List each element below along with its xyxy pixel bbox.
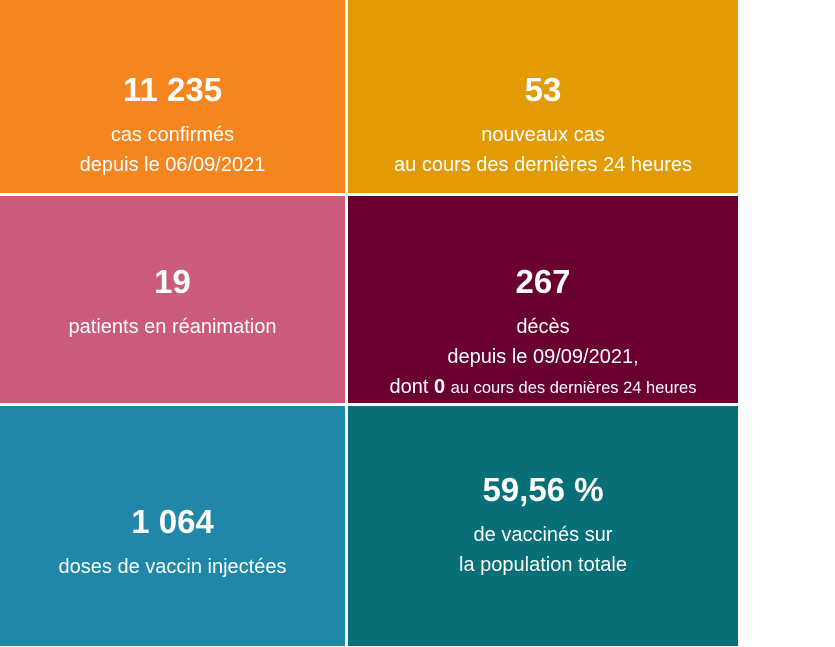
stat-label: la population totale [459, 554, 627, 576]
stat-value: 53 [524, 71, 562, 108]
stat-tile: 1 064 doses de vaccin injectées [0, 406, 345, 646]
stat-label: cas confirmés [110, 124, 235, 146]
stat-value: 267 [515, 263, 571, 300]
stat-label: au cours des dernières 24 heures [394, 154, 692, 176]
stat-label: de vaccinés sur [473, 524, 613, 546]
stat-value: 19 [154, 263, 191, 300]
stat-label: depuis le 06/09/2021 [79, 154, 266, 176]
stat-tile: 53 nouveaux cas au cours des dernières 24 … [348, 0, 738, 193]
note-suffix: au cours des dernières 24 heures [450, 379, 697, 397]
stat-value: 59,56 % [482, 471, 604, 508]
stat-tile: 267 décès depuis le 09/09/2021, dont 0 au c… [348, 196, 738, 403]
stat-note: dont 0 au cours des dernières 24 heures [389, 372, 696, 403]
stat-tile: 19 patients en réanimation [0, 196, 345, 403]
stat-label: décès [516, 316, 570, 338]
note-count: 0 [433, 376, 446, 398]
stat-tile: 11 235 cas confirmés depuis le 06/09/2021 [0, 0, 345, 193]
stat-label: depuis le 09/09/2021, [447, 346, 639, 368]
stat-value: 1 064 [131, 503, 214, 540]
stat-label: doses de vaccin injectées [58, 556, 287, 578]
stat-value: 11 235 [122, 71, 223, 108]
stat-label: patients en réanimation [68, 316, 277, 338]
stat-label: nouveaux cas [481, 124, 605, 146]
stat-tile: 59,56 % de vaccinés sur la population tota… [348, 406, 738, 646]
note-prefix: dont [389, 376, 429, 398]
